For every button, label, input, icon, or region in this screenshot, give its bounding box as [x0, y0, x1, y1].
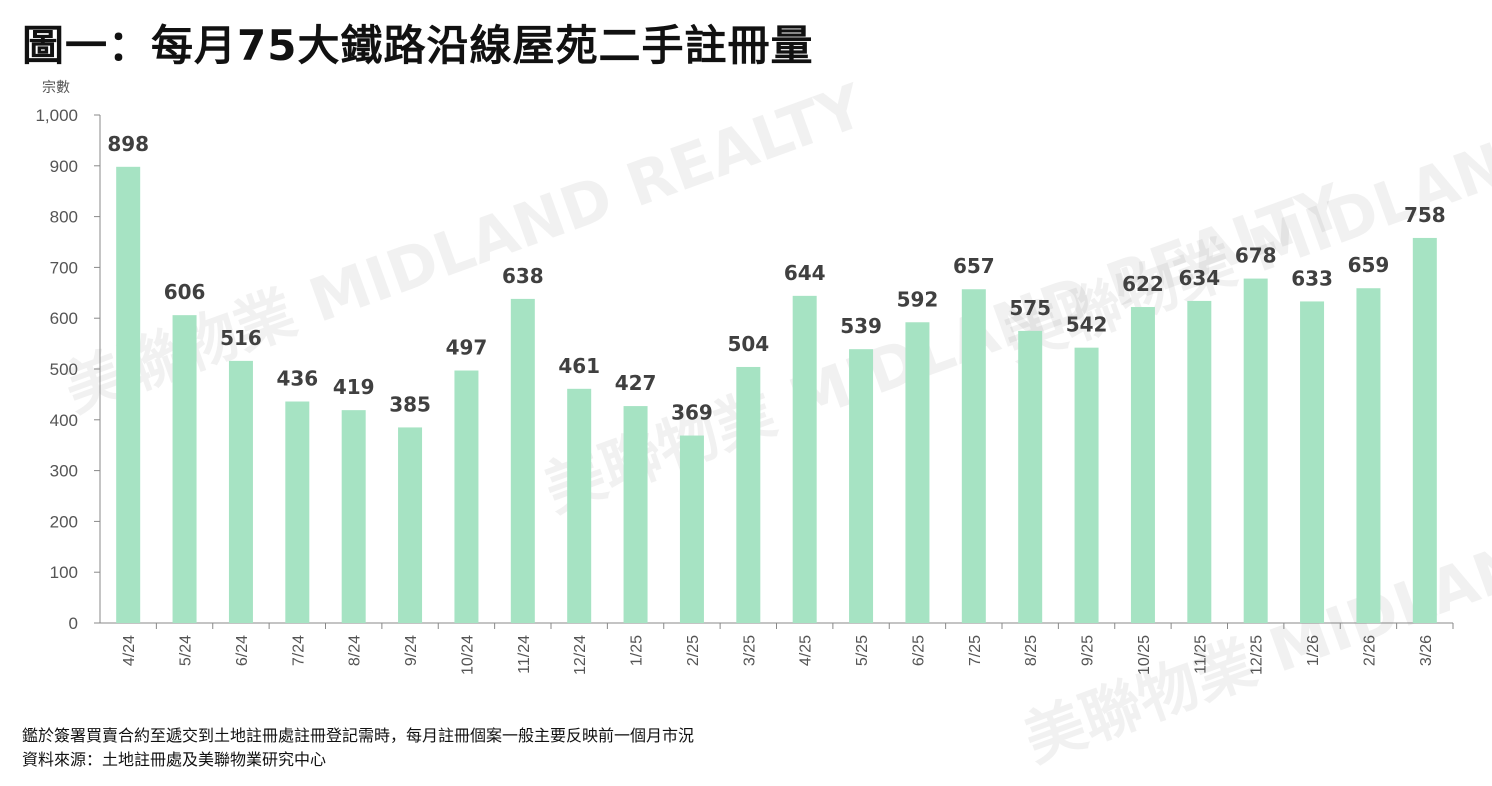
data-label: 633 — [1291, 266, 1333, 290]
y-tick-label: 600 — [50, 309, 78, 328]
footnote-source: 資料來源：土地註冊處及美聯物業研究中心 — [22, 750, 327, 769]
data-label: 516 — [220, 326, 262, 350]
x-tick-label: 5/24 — [178, 635, 195, 666]
x-tick-label: 9/25 — [1080, 635, 1097, 666]
y-tick-label: 400 — [50, 411, 78, 430]
x-tick-label: 1/25 — [629, 635, 646, 666]
bar-9-24 — [398, 427, 423, 623]
bar-7-25 — [961, 289, 986, 623]
x-tick-label: 5/25 — [854, 635, 871, 666]
x-tick-label: 8/25 — [1023, 635, 1040, 666]
data-label: 606 — [164, 280, 206, 304]
bar-8-25 — [1018, 330, 1043, 623]
bar-5-25 — [849, 349, 874, 623]
y-tick-label: 200 — [50, 512, 78, 531]
bar-1-26 — [1300, 301, 1325, 623]
bar-8-24 — [341, 410, 366, 623]
data-label: 539 — [840, 314, 882, 338]
data-label: 659 — [1348, 253, 1390, 277]
y-tick-label: 700 — [50, 258, 78, 277]
data-label: 634 — [1178, 266, 1220, 290]
x-tick-label: 12/24 — [572, 635, 589, 675]
bar-2-25 — [679, 435, 704, 623]
y-tick-label: 0 — [69, 614, 78, 633]
bar-6-25 — [905, 322, 930, 623]
data-label: 622 — [1122, 272, 1164, 296]
data-label: 504 — [727, 332, 769, 356]
x-tick-label: 6/25 — [910, 635, 927, 666]
y-tick-label: 500 — [50, 360, 78, 379]
data-label: 575 — [1009, 296, 1051, 320]
chart-title: 圖一：每月75大鐵路沿線屋苑二手註冊量 — [22, 21, 814, 70]
x-tick-label: 8/24 — [347, 635, 364, 666]
data-label: 385 — [389, 392, 431, 416]
bar-12-25 — [1243, 278, 1268, 623]
data-label: 657 — [953, 254, 995, 278]
data-label: 758 — [1404, 203, 1446, 227]
x-tick-label: 4/25 — [798, 635, 815, 666]
bar-3-26 — [1412, 237, 1437, 623]
bar-9-25 — [1074, 347, 1099, 623]
footnotes: 鑑於簽署買賣合約至遞交到土地註冊處註冊登記需時，每月註冊個案一般主要反映前一個月… — [22, 724, 694, 772]
x-tick-label: 10/25 — [1136, 635, 1153, 675]
y-tick-label: 1,000 — [35, 106, 78, 125]
data-label: 644 — [784, 261, 826, 285]
bar-10-24 — [454, 370, 479, 623]
data-label: 638 — [502, 264, 544, 288]
bar-10-25 — [1130, 307, 1155, 623]
bar-1-25 — [623, 406, 648, 623]
footnote-registration-lag: 鑑於簽署買賣合約至遞交到土地註冊處註冊登記需時，每月註冊個案一般主要反映前一個月… — [22, 726, 695, 745]
bar-6-24 — [228, 360, 253, 623]
bar-4-24 — [116, 166, 141, 624]
x-tick-label: 7/25 — [967, 635, 984, 666]
x-tick-label: 3/26 — [1418, 635, 1435, 666]
x-tick-label: 4/24 — [121, 635, 138, 666]
y-tick-label: 300 — [50, 462, 78, 481]
data-label: 592 — [897, 287, 939, 311]
data-label: 427 — [615, 371, 657, 395]
bar-3-25 — [736, 366, 761, 623]
x-tick-label: 7/24 — [290, 635, 307, 666]
x-tick-label: 9/24 — [403, 635, 420, 666]
data-label: 542 — [1066, 313, 1108, 337]
x-tick-label: 3/25 — [741, 635, 758, 666]
bar-11-25 — [1187, 300, 1212, 623]
data-label: 436 — [276, 367, 318, 391]
y-axis-label: 宗數 — [42, 80, 70, 96]
y-tick-label: 800 — [50, 208, 78, 227]
y-tick-label: 100 — [50, 563, 78, 582]
x-tick-label: 2/25 — [685, 635, 702, 666]
x-tick-label: 10/24 — [459, 635, 476, 675]
x-tick-label: 6/24 — [234, 635, 251, 666]
x-tick-label: 2/26 — [1361, 635, 1378, 666]
bar-5-24 — [172, 315, 197, 623]
data-label: 419 — [333, 375, 375, 399]
data-label: 898 — [107, 132, 149, 156]
x-tick-label: 12/25 — [1249, 635, 1266, 675]
bar-2-26 — [1356, 288, 1381, 623]
data-label: 497 — [446, 336, 488, 360]
x-tick-label: 11/25 — [1192, 635, 1209, 674]
x-tick-label: 1/26 — [1305, 635, 1322, 666]
data-label: 678 — [1235, 244, 1277, 268]
bar-12-24 — [567, 388, 592, 623]
data-label: 461 — [558, 354, 600, 378]
bar-7-24 — [285, 401, 310, 623]
x-tick-label: 11/24 — [516, 635, 533, 674]
data-label: 369 — [671, 401, 713, 425]
bar-4-25 — [792, 295, 817, 623]
y-tick-label: 900 — [50, 157, 78, 176]
bar-11-24 — [510, 298, 535, 623]
